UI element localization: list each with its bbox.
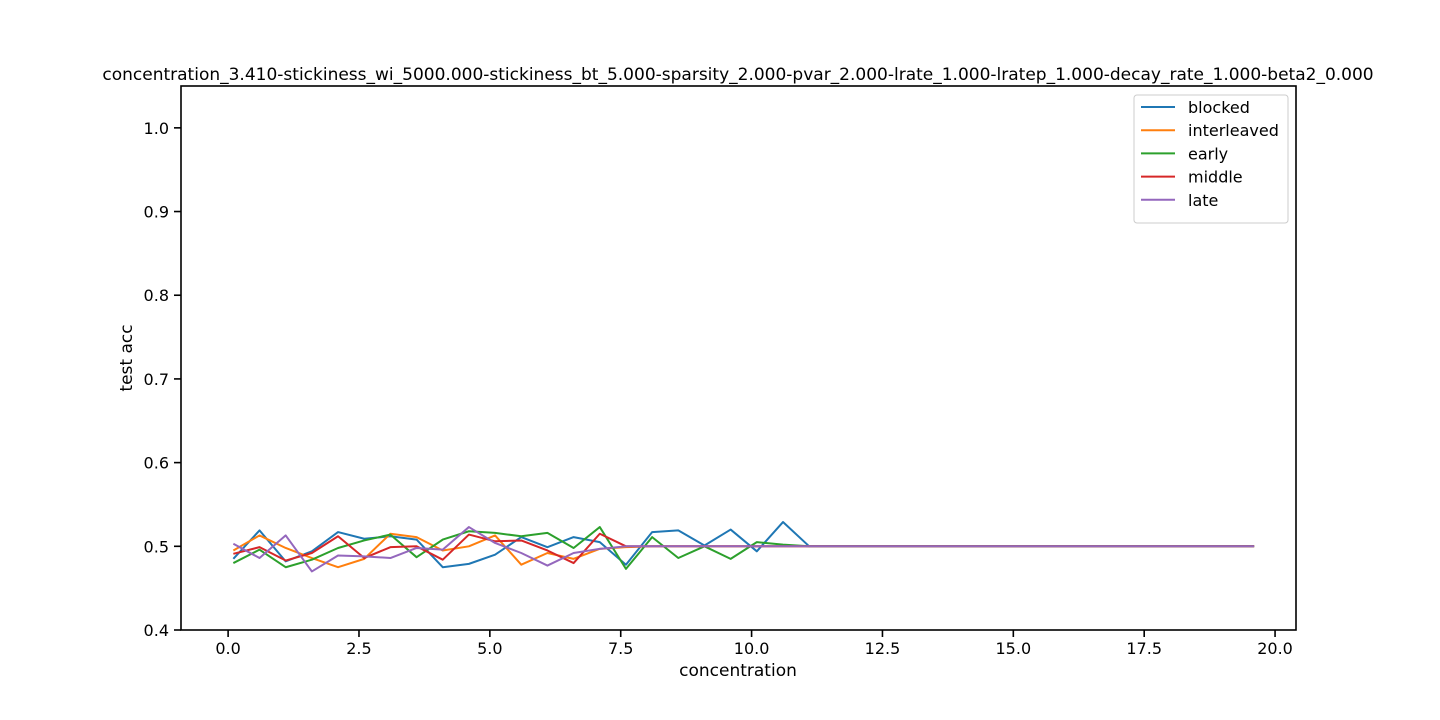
x-tick-label: 5.0	[477, 639, 502, 658]
x-axis-label: concentration	[679, 661, 797, 681]
y-tick-label: 1.0	[144, 119, 169, 138]
series-line-late	[232, 526, 1255, 573]
legend: blocked interleaved early middle late	[1133, 94, 1289, 224]
series-layer	[232, 521, 1255, 573]
x-tick-label: 15.0	[996, 639, 1032, 658]
y-axis: 0.4 0.5 0.6 0.7 0.8 0.9 1.0	[144, 119, 181, 640]
y-tick-label: 0.7	[144, 370, 169, 389]
legend-label-middle: middle	[1188, 168, 1243, 187]
y-tick-label: 0.5	[144, 537, 169, 556]
legend-label-interleaved: interleaved	[1188, 121, 1279, 140]
x-tick-label: 2.5	[346, 639, 371, 658]
x-tick-label: 20.0	[1257, 639, 1293, 658]
y-tick-label: 0.6	[144, 454, 169, 473]
y-axis-label: test acc	[117, 324, 137, 391]
y-tick-label: 0.8	[144, 286, 169, 305]
plot-frame	[180, 85, 1297, 631]
legend-box	[1133, 94, 1289, 224]
x-tick-label: 17.5	[1126, 639, 1162, 658]
y-tick-label: 0.4	[144, 621, 169, 640]
x-tick-label: 10.0	[734, 639, 770, 658]
legend-label-blocked: blocked	[1188, 98, 1250, 117]
legend-label-late: late	[1188, 191, 1218, 210]
legend-label-early: early	[1188, 144, 1228, 163]
series-line-blocked	[232, 521, 1255, 569]
x-axis: 0.0 2.5 5.0 7.5 10.0 12.5 15.0 17.5 20.0	[215, 630, 1293, 658]
x-tick-label: 12.5	[865, 639, 901, 658]
x-tick-label: 0.0	[215, 639, 240, 658]
y-tick-label: 0.9	[144, 203, 169, 222]
chart-title: concentration_3.410-stickiness_wi_5000.0…	[102, 65, 1373, 85]
x-tick-label: 7.5	[608, 639, 633, 658]
